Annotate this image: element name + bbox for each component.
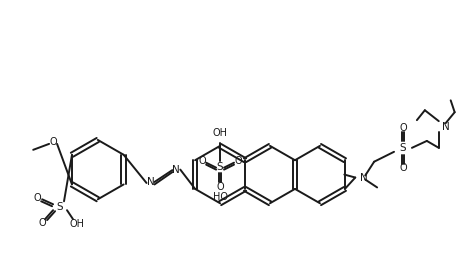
Text: O: O bbox=[399, 163, 407, 173]
Text: N: N bbox=[147, 177, 154, 188]
Text: OH: OH bbox=[69, 219, 84, 229]
Text: O: O bbox=[49, 137, 57, 147]
Text: S: S bbox=[400, 143, 406, 153]
Text: N: N bbox=[172, 165, 180, 174]
Text: O: O bbox=[38, 218, 46, 228]
Text: N: N bbox=[442, 122, 450, 132]
Text: O: O bbox=[399, 123, 407, 133]
Text: O: O bbox=[34, 193, 41, 203]
Text: O: O bbox=[199, 156, 206, 166]
Text: O: O bbox=[216, 182, 224, 192]
Text: O: O bbox=[234, 156, 242, 166]
Text: OH: OH bbox=[212, 128, 227, 138]
Text: HO: HO bbox=[212, 192, 227, 202]
Text: N: N bbox=[360, 173, 368, 182]
Text: S: S bbox=[57, 202, 63, 212]
Text: S: S bbox=[217, 162, 223, 172]
